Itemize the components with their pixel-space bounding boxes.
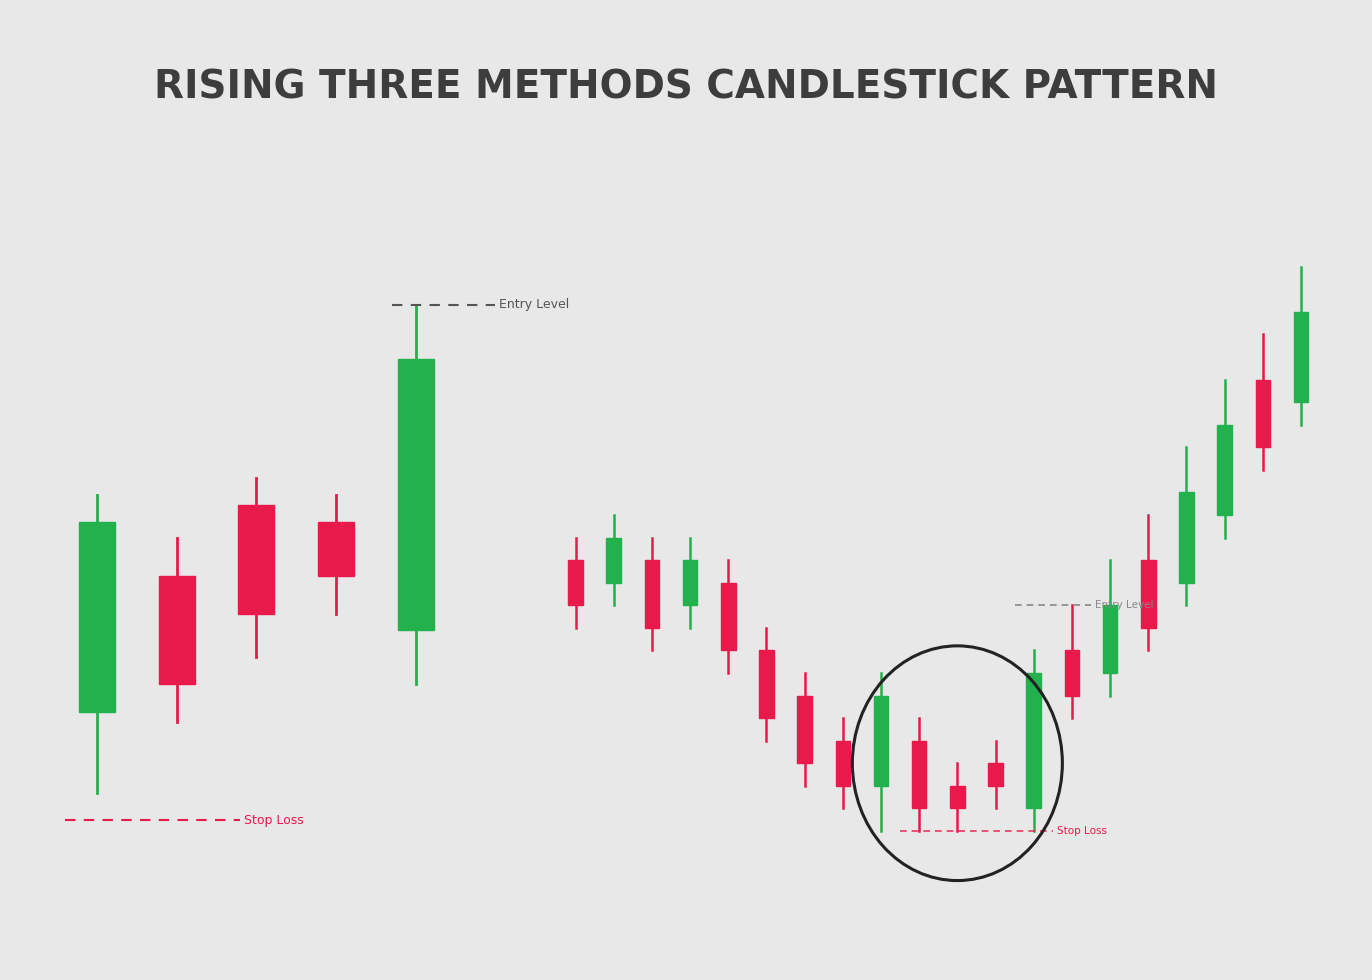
Bar (722, 583, 735, 651)
Bar (874, 696, 888, 786)
Text: Stop Loss: Stop Loss (1056, 826, 1107, 836)
Bar (797, 696, 812, 763)
Bar (912, 741, 926, 808)
Bar (1142, 561, 1155, 628)
Text: RISING THREE METHODS CANDLESTICK PATTERN: RISING THREE METHODS CANDLESTICK PATTERN (154, 69, 1218, 107)
Bar (1103, 606, 1117, 673)
Bar (239, 506, 274, 613)
Bar (1026, 673, 1041, 808)
Text: Entry Level: Entry Level (499, 298, 569, 311)
Bar (683, 561, 697, 606)
Text: Entry Level: Entry Level (1095, 600, 1154, 611)
Bar (398, 359, 434, 630)
Bar (318, 521, 354, 576)
Bar (80, 521, 115, 711)
Text: Stop Loss: Stop Loss (244, 813, 305, 827)
Bar (645, 561, 659, 628)
Bar (949, 786, 965, 808)
Bar (568, 561, 583, 606)
Bar (1294, 312, 1309, 402)
Bar (606, 537, 622, 583)
Bar (759, 651, 774, 718)
Bar (1217, 424, 1232, 514)
Bar (1179, 492, 1194, 583)
Bar (1255, 379, 1270, 447)
Bar (988, 763, 1003, 786)
Bar (836, 741, 851, 786)
Bar (1065, 651, 1080, 696)
Bar (159, 576, 195, 684)
